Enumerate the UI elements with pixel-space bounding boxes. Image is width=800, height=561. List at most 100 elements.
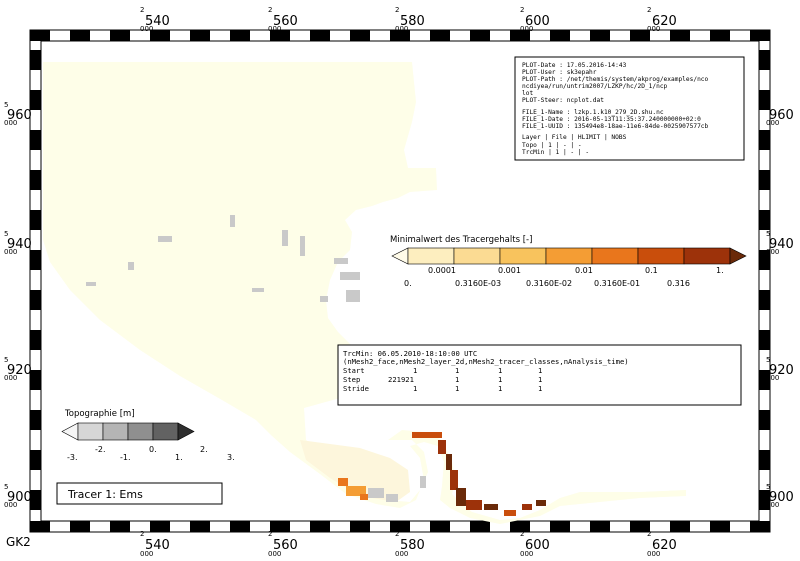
tracer-legend: Minimalwert des Tracergehalts [-] 0.0001… xyxy=(390,235,747,288)
x-tick-prefix: 2 xyxy=(140,530,144,538)
x-tick-prefix: 2 xyxy=(647,6,651,14)
plot-info-box: PLOT-Date : 17.05.2016-14:43 PLOT-User :… xyxy=(514,56,745,161)
frame-segment xyxy=(30,250,41,270)
time-row-label: Start xyxy=(343,366,365,375)
info-plot-user: PLOT-User : sk3epahr xyxy=(522,69,597,76)
frame-segment xyxy=(670,521,690,532)
tracer-patch xyxy=(338,478,348,486)
y-tick-prefix: 5 xyxy=(766,356,770,364)
colorbar-label: 2. xyxy=(200,445,208,454)
tracer-patch xyxy=(346,486,366,496)
frame-segment xyxy=(759,210,770,230)
time-row-value: 1 xyxy=(498,384,502,393)
time-row-value: 1 xyxy=(498,366,502,375)
colorbar-label: 0. xyxy=(149,445,157,454)
frame-segment xyxy=(270,30,290,41)
time-row-label: Stride xyxy=(343,384,369,393)
frame-segment xyxy=(390,30,410,41)
frame-segment xyxy=(30,330,41,350)
colorbar-bin xyxy=(453,247,501,265)
info-plot-path-3: lot xyxy=(522,90,533,97)
colorbar-label: 0.3160E-01 xyxy=(594,279,640,288)
frame-segment xyxy=(110,30,130,41)
x-tick-suffix: 000 xyxy=(140,550,153,558)
colorbar-max-arrow xyxy=(729,247,747,265)
colorbar-label: 0. xyxy=(404,279,412,288)
model-domain-water xyxy=(43,62,686,524)
time-info-box: TrcMin: 06.05.2010-18:10:00 UTC (nMesh2_… xyxy=(337,344,742,406)
time-box-line-1: TrcMin: 06.05.2010-18:10:00 UTC xyxy=(343,349,477,358)
x-tick-suffix: 000 xyxy=(520,25,533,33)
island-patch xyxy=(158,236,172,242)
y-tick-suffix: 000 xyxy=(4,248,17,256)
x-tick-label: 620 xyxy=(652,538,677,553)
frame-segment xyxy=(110,521,130,532)
frame-segment xyxy=(470,30,490,41)
water-domain xyxy=(43,62,686,524)
frame-segment xyxy=(550,521,570,532)
x-tick-prefix: 2 xyxy=(268,530,272,538)
frame-segment xyxy=(30,130,41,150)
tracer-patch xyxy=(484,504,498,510)
island-patch xyxy=(282,230,288,246)
topo-legend-title: Topographie [m] xyxy=(64,409,135,419)
x-tick-suffix: 000 xyxy=(647,550,660,558)
colorbar-label: 0.01 xyxy=(575,266,593,275)
y-tick-suffix: 000 xyxy=(4,119,17,127)
x-tick-label: 580 xyxy=(400,14,425,29)
title-box: Tracer 1: Ems xyxy=(56,482,223,505)
frame-segment xyxy=(190,30,210,41)
y-tick-suffix: 000 xyxy=(766,248,779,256)
x-tick-prefix: 2 xyxy=(395,530,399,538)
time-row-label: Step xyxy=(343,375,360,384)
time-row-value: 1 xyxy=(455,384,459,393)
info-file-date: FILE_1-Date : 2016-05-13T11:35:37.240000… xyxy=(522,116,701,123)
y-tick-suffix: 000 xyxy=(4,501,17,509)
island-patch xyxy=(86,282,96,286)
frame-segment xyxy=(310,521,330,532)
colorbar-label: 0.001 xyxy=(498,266,521,275)
island-patch xyxy=(230,215,235,227)
tracer-patch xyxy=(456,488,466,506)
time-row-value: 1 xyxy=(455,366,459,375)
frame-segment xyxy=(30,30,50,41)
colorbar-label: 0.0001 xyxy=(428,266,456,275)
frame-segment xyxy=(30,490,41,510)
island-patch xyxy=(420,476,426,488)
island-patch xyxy=(252,288,264,292)
x-tick-suffix: 000 xyxy=(140,25,153,33)
frame-segment xyxy=(350,521,370,532)
x-tick-label: 560 xyxy=(273,14,298,29)
colorbar-bin xyxy=(127,422,154,441)
frame-segment xyxy=(710,30,730,41)
colorbar-label: -2. xyxy=(95,445,106,454)
frame-segment xyxy=(30,50,41,70)
tracer-patch xyxy=(438,440,446,454)
info-file-name: FILE_1-Name : lzkp.1.k10_279_2D.shu.nc xyxy=(522,109,664,116)
tracer-colorbar-labels: 0.0001 0.001 0.01 0.1 1. 0. 0.3160E-03 0.3160E-… xyxy=(404,266,724,288)
colorbar-max-arrow xyxy=(177,422,195,441)
colorbar-label: 3. xyxy=(227,453,235,462)
colorbar-label: 0.3160E-02 xyxy=(526,279,572,288)
x-tick-label: 580 xyxy=(400,538,425,553)
info-plot-path-2: ncdiyea/run/untrim2007/LZKP/hc/2D_1/ncp xyxy=(522,83,668,90)
info-table-head: Layer | File | HLIMIT | NOBS xyxy=(522,134,627,141)
island-patch xyxy=(368,488,384,498)
y-tick-label: 920 xyxy=(769,363,794,378)
x-tick-suffix: 000 xyxy=(268,25,281,33)
frame-segment xyxy=(70,521,90,532)
title-text: Tracer 1: Ems xyxy=(67,488,143,501)
colorbar-bin xyxy=(683,247,731,265)
frame-segment xyxy=(630,30,650,41)
x-tick-prefix: 2 xyxy=(647,530,651,538)
x-tick-suffix: 000 xyxy=(268,550,281,558)
y-tick-label: 960 xyxy=(7,108,32,123)
tracer-patch xyxy=(522,504,532,510)
frame-segment xyxy=(270,521,290,532)
frame-segment xyxy=(150,521,170,532)
frame-segment xyxy=(30,90,41,110)
frame-segment xyxy=(30,410,41,430)
frame-segment xyxy=(710,521,730,532)
frame-segment xyxy=(750,521,770,532)
